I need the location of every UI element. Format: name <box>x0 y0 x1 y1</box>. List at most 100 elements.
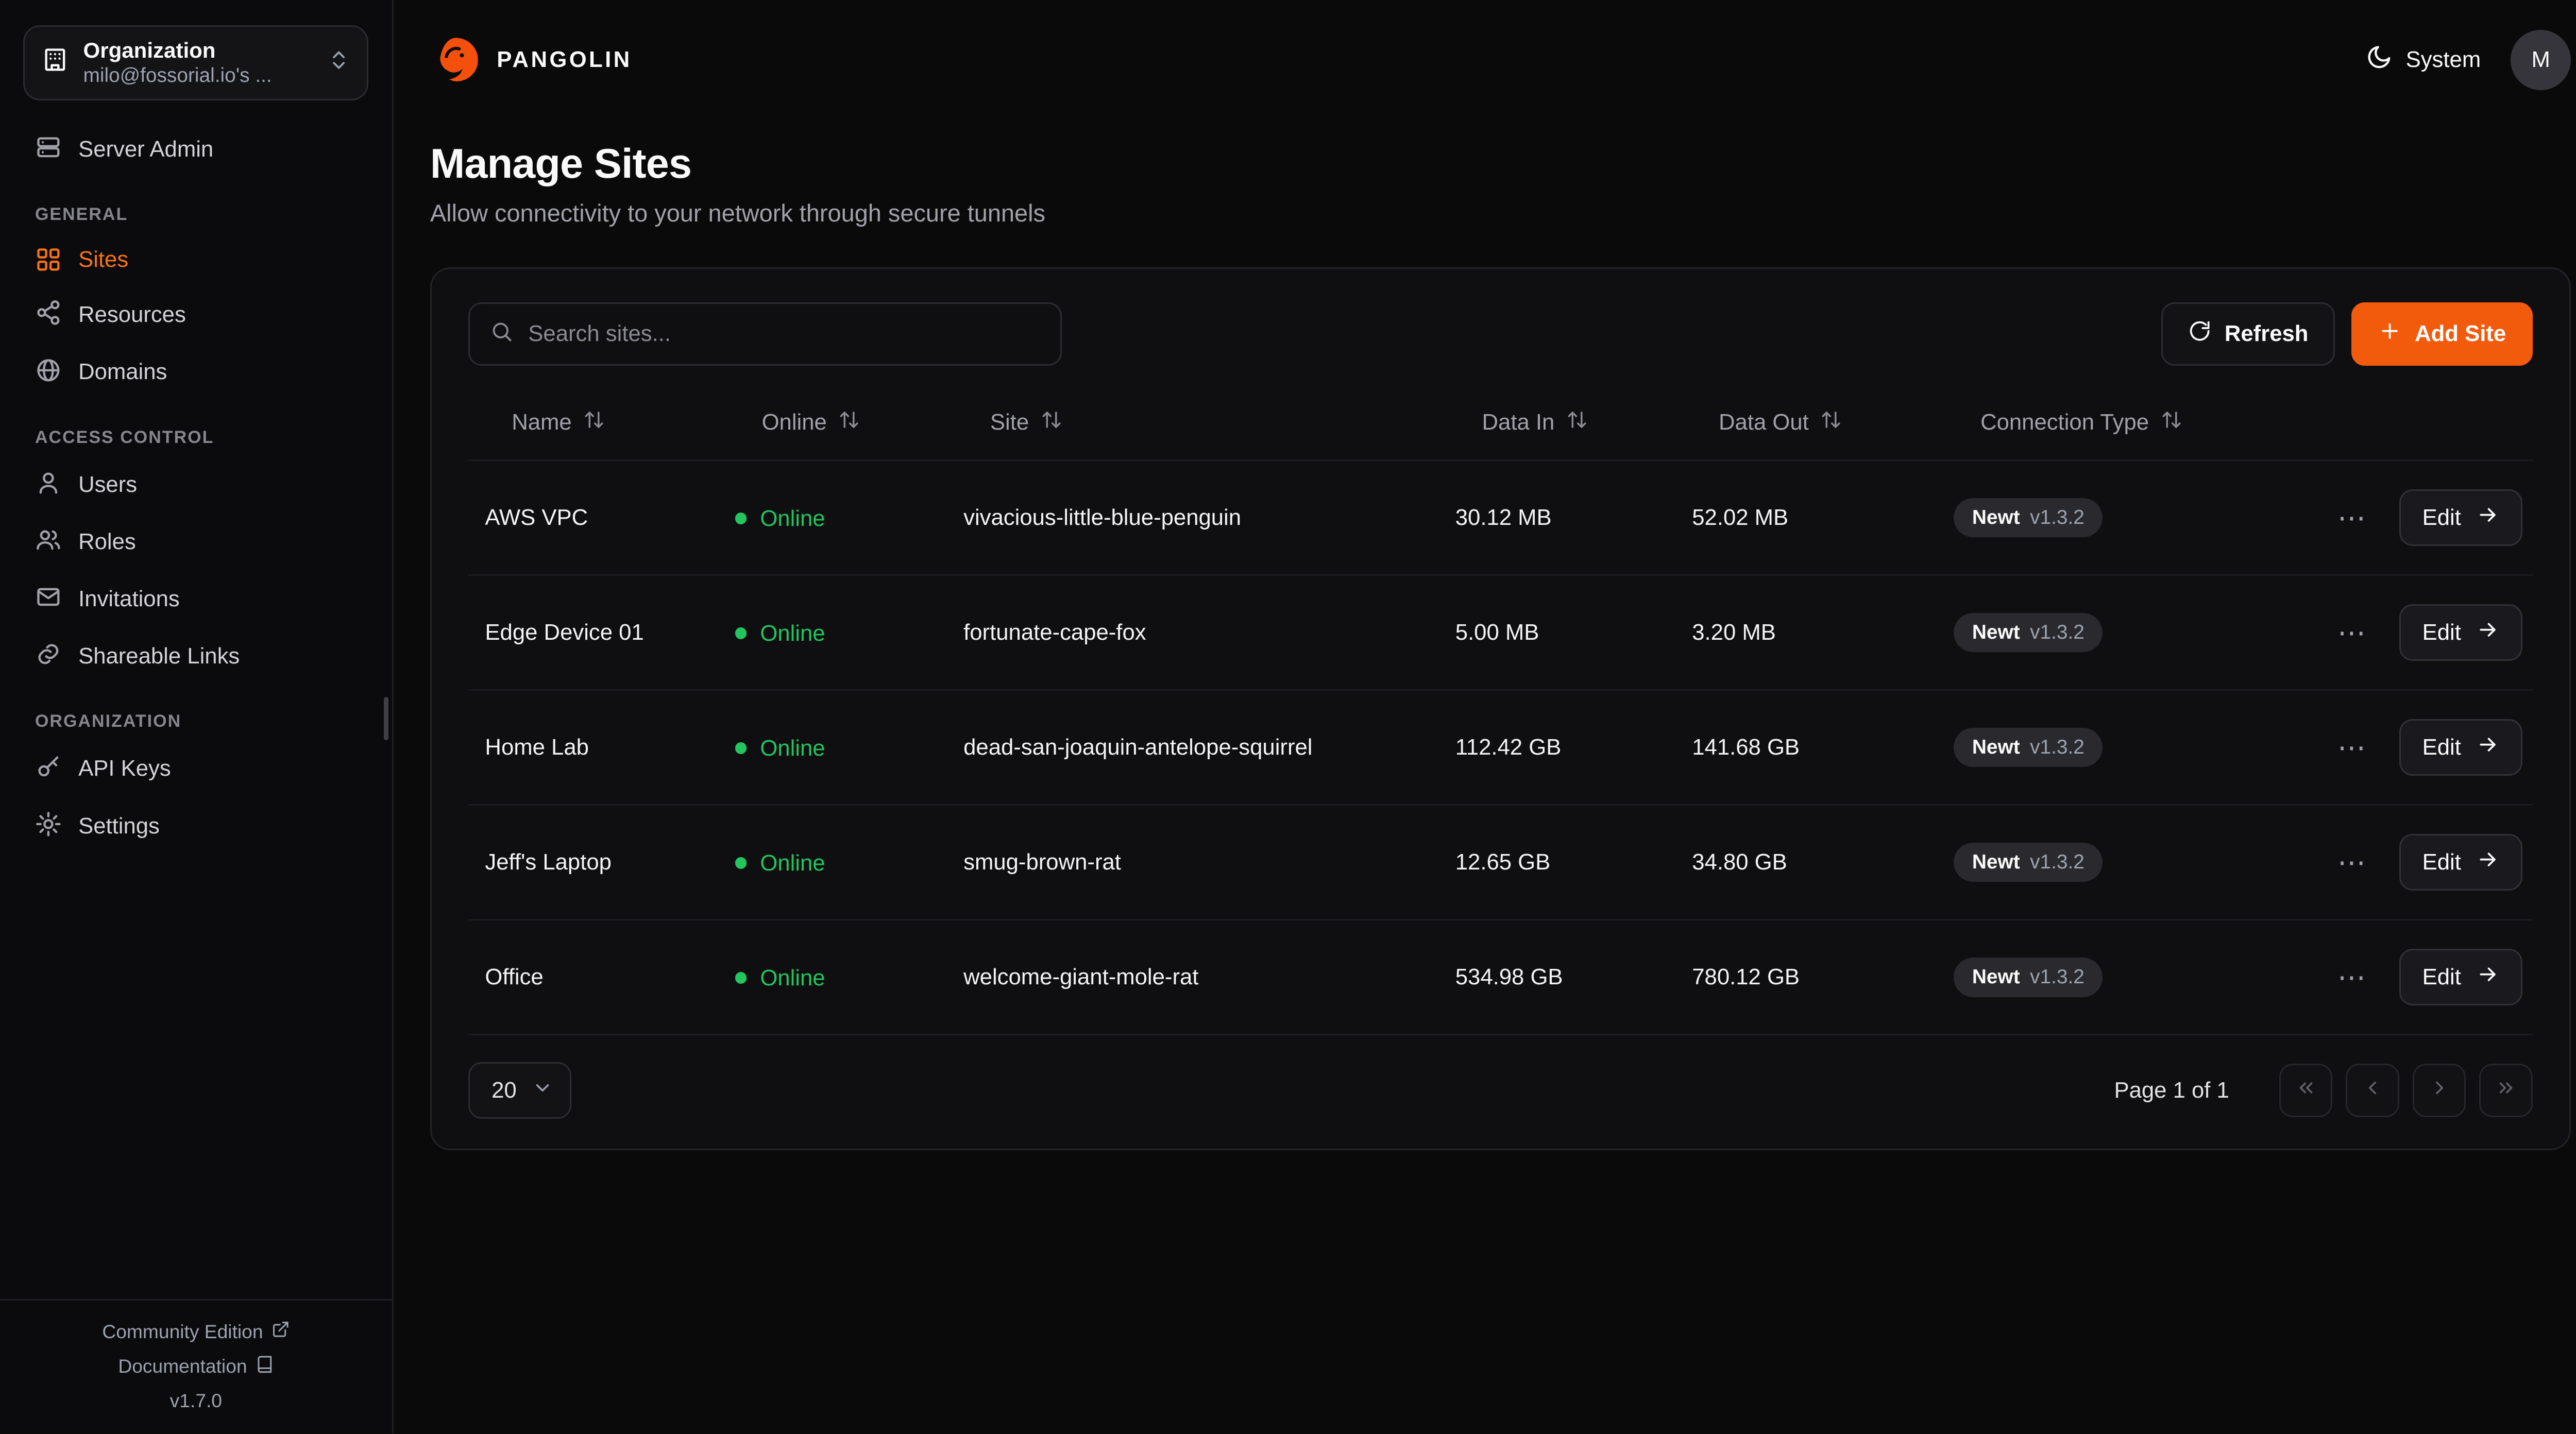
refresh-icon <box>2188 319 2211 348</box>
sidebar-item-domains[interactable]: Domains <box>20 344 372 401</box>
sidebar-scrollbar[interactable] <box>383 696 389 740</box>
sidebar-item-label: Domains <box>78 359 167 385</box>
chevrons-up-down-icon <box>327 47 350 78</box>
pagination: Page 1 of 1 <box>2114 1064 2533 1117</box>
site-slug: vivacious-little-blue-penguin <box>963 505 1242 531</box>
org-picker[interactable]: Organization milo@fossorial.io's ... <box>23 25 369 101</box>
online-dot <box>735 742 747 754</box>
column-header-data-in[interactable]: Data In <box>1438 392 1675 460</box>
connection-type-badge: Newt v1.3.2 <box>1954 843 2103 882</box>
first-page-button[interactable] <box>2279 1064 2333 1117</box>
column-header-data-out[interactable]: Data Out <box>1675 392 1937 460</box>
org-picker-texts: Organization milo@fossorial.io's ... <box>83 38 312 87</box>
sort-icon <box>2161 409 2182 436</box>
sidebar-item-label: Users <box>78 471 138 497</box>
community-edition-link[interactable]: Community Edition <box>0 1320 392 1343</box>
chevron-right-icon <box>2429 1077 2450 1104</box>
previous-page-button[interactable] <box>2346 1064 2399 1117</box>
site-name: Office <box>485 964 544 990</box>
site-name: Jeff's Laptop <box>485 849 612 875</box>
sort-icon <box>1041 409 1062 436</box>
row-edit-button[interactable]: Edit <box>2399 489 2523 547</box>
sidebar-item-users[interactable]: Users <box>20 456 372 513</box>
site-slug: welcome-giant-mole-rat <box>963 964 1199 990</box>
add-site-button[interactable]: Add Site <box>2351 302 2533 366</box>
sort-icon <box>1566 409 1588 436</box>
sites-card: Refresh Add Site Name Online Site <box>430 267 2571 1151</box>
card-toolbar: Refresh Add Site <box>468 302 2533 366</box>
sidebar-item-label: Invitations <box>78 586 180 612</box>
grid-icon <box>35 246 62 273</box>
column-header-site[interactable]: Site <box>947 392 1439 460</box>
sidebar-item-label: Resources <box>78 302 186 328</box>
row-more-button[interactable]: ⋯ <box>2331 845 2372 880</box>
chevron-down-icon <box>532 1077 553 1104</box>
sidebar-item-shareable-links[interactable]: Shareable Links <box>20 627 372 685</box>
sort-icon <box>838 409 860 436</box>
table-row: Jeff's Laptop Online smug-brown-rat 12.6… <box>468 805 2533 920</box>
search-input[interactable] <box>528 321 1041 347</box>
connection-name: Newt <box>1972 966 2020 988</box>
data-in-value: 534.98 GB <box>1455 964 1563 990</box>
avatar[interactable]: M <box>2511 30 2571 90</box>
column-header-connection-type[interactable]: Connection Type <box>1937 392 2316 460</box>
theme-label: System <box>2405 47 2481 73</box>
next-page-button[interactable] <box>2412 1064 2466 1117</box>
toolbar-actions: Refresh Add Site <box>2161 302 2533 366</box>
plus-icon <box>2378 319 2401 348</box>
gear-icon <box>35 811 62 841</box>
sidebar-item-label: Shareable Links <box>78 643 240 669</box>
sidebar-item-api-keys[interactable]: API Keys <box>20 740 372 797</box>
key-icon <box>35 753 62 783</box>
brand-name: PANGOLIN <box>497 47 632 73</box>
row-edit-button[interactable]: Edit <box>2399 604 2523 661</box>
online-status: Online <box>760 850 825 876</box>
connection-name: Newt <box>1972 851 2020 874</box>
data-out-value: 780.12 GB <box>1692 964 1800 990</box>
column-header-name[interactable]: Name <box>468 392 718 460</box>
online-dot <box>735 627 747 639</box>
share-nodes-icon <box>35 299 62 330</box>
documentation-link[interactable]: Documentation <box>0 1355 392 1378</box>
globe-icon <box>35 357 62 387</box>
row-more-button[interactable]: ⋯ <box>2331 615 2372 650</box>
sidebar-item-invitations[interactable]: Invitations <box>20 570 372 627</box>
refresh-button[interactable]: Refresh <box>2161 302 2335 366</box>
page-size-value: 20 <box>492 1078 517 1103</box>
row-edit-button[interactable]: Edit <box>2399 834 2523 891</box>
site-slug: smug-brown-rat <box>963 849 1121 875</box>
sidebar-item-settings[interactable]: Settings <box>20 797 372 855</box>
sort-icon <box>1820 409 1842 436</box>
connection-type-badge: Newt v1.3.2 <box>1954 613 2103 653</box>
user-icon <box>35 469 62 500</box>
server-icon <box>35 134 62 164</box>
topbar: PANGOLIN System M <box>394 0 2576 120</box>
row-more-button[interactable]: ⋯ <box>2331 730 2372 765</box>
data-out-value: 141.68 GB <box>1692 735 1800 760</box>
row-edit-button[interactable]: Edit <box>2399 949 2523 1006</box>
last-page-button[interactable] <box>2479 1064 2533 1117</box>
sidebar-item-sites[interactable]: Sites <box>20 233 372 286</box>
row-more-button[interactable]: ⋯ <box>2331 500 2372 535</box>
theme-toggle-button[interactable]: System <box>2366 44 2481 76</box>
mail-icon <box>35 584 62 614</box>
connection-version: v1.3.2 <box>2030 506 2084 529</box>
connection-version: v1.3.2 <box>2030 966 2084 988</box>
row-edit-button[interactable]: Edit <box>2399 719 2523 776</box>
sidebar-item-label: Sites <box>78 246 129 272</box>
org-picker-title: Organization <box>83 38 216 63</box>
users-icon <box>35 526 62 557</box>
online-dot <box>735 972 747 984</box>
sidebar-item-roles[interactable]: Roles <box>20 513 372 570</box>
arrow-right-icon <box>2476 963 2499 992</box>
online-status: Online <box>760 505 825 531</box>
data-in-value: 12.65 GB <box>1455 849 1551 875</box>
row-more-button[interactable]: ⋯ <box>2331 960 2372 995</box>
page-size-select[interactable]: 20 <box>468 1062 572 1119</box>
sidebar-item-server-admin[interactable]: Server Admin <box>20 121 372 178</box>
sidebar-item-resources[interactable]: Resources <box>20 286 372 344</box>
column-header-online[interactable]: Online <box>718 392 946 460</box>
data-in-value: 30.12 MB <box>1455 505 1552 531</box>
page-header: Manage Sites Allow connectivity to your … <box>394 120 2576 227</box>
connection-type-badge: Newt v1.3.2 <box>1954 498 2103 538</box>
